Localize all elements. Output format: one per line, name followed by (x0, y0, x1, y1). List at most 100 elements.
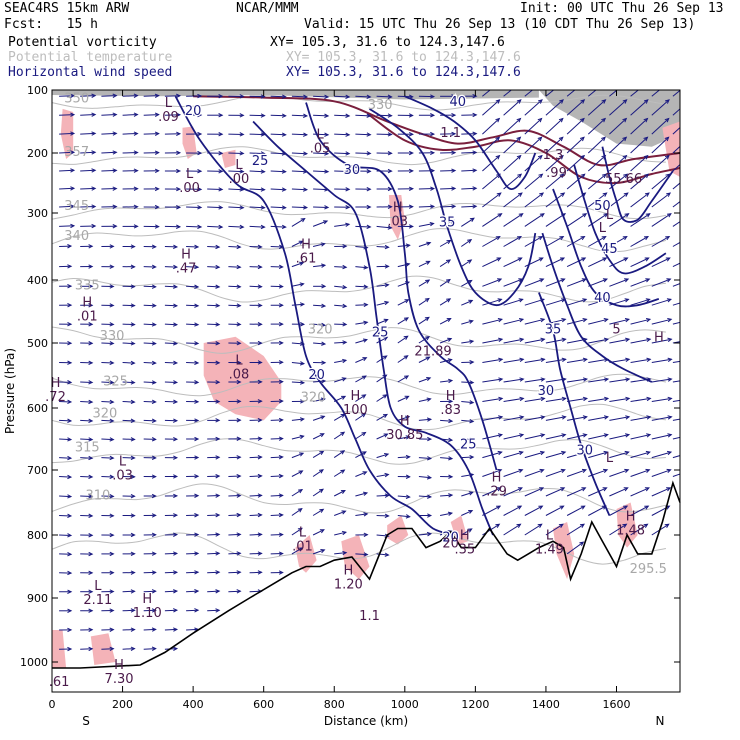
wind-vector-head (130, 646, 136, 651)
wind-vector (122, 95, 138, 97)
wind-vector (164, 342, 177, 345)
wind-vector-head (239, 94, 245, 99)
extremum-mark: H (351, 389, 361, 404)
wind-speed-contour-layer (174, 95, 674, 536)
wind-vector (566, 173, 586, 190)
wind-vector-head (298, 470, 304, 475)
wind-vector (524, 192, 544, 208)
wind-vector (609, 487, 628, 497)
extremum-value: .72 (45, 390, 66, 405)
wind-vector (630, 523, 648, 536)
x-tick-label: 1400 (532, 698, 560, 711)
wind-vector (545, 173, 564, 190)
wind-vector (101, 419, 114, 422)
wind-vector (80, 476, 93, 478)
wind-vector-head (686, 237, 690, 240)
wind-vector (249, 266, 262, 268)
wind-vector (651, 358, 672, 363)
extremum-value: 20 (442, 536, 459, 551)
x-axis-label: Distance (km) (324, 714, 408, 728)
extremum-value: .01 (77, 310, 98, 325)
wind-vector-head (404, 375, 410, 380)
wind-vector-head (257, 493, 263, 498)
extremum-value: .83 (440, 403, 461, 418)
wind-vector-head (468, 299, 474, 304)
wind-vector-head (176, 168, 182, 174)
wind-vector (566, 136, 585, 154)
wind-vector (312, 469, 324, 477)
wind-vector (651, 298, 672, 306)
wind-vector (312, 433, 325, 440)
wind-vector (355, 513, 368, 516)
wind-vector-head (194, 436, 200, 442)
wind-vector (228, 246, 241, 248)
wind-vector-head (518, 82, 522, 86)
wind-vector-head (469, 454, 475, 460)
wind-vector (122, 381, 135, 384)
wind-vector-head (215, 379, 221, 385)
wind-vector (249, 571, 262, 574)
wind-vector-head (405, 474, 411, 479)
wind-vector-head (197, 131, 203, 137)
field-name-pv: Potential vorticity (8, 35, 157, 50)
wind-vector (334, 510, 346, 516)
wind-vector (439, 318, 451, 325)
wind-vector (545, 318, 566, 325)
wind-vector-head (345, 151, 351, 156)
wind-vector-head (387, 225, 393, 230)
wind-vector-head (498, 396, 504, 402)
extremum-value: 1.49 (535, 543, 564, 558)
wind-vector (672, 283, 680, 287)
y-axis-label: Pressure (hPa) (3, 348, 17, 434)
wind-vector (312, 243, 325, 247)
wind-vector-head (447, 358, 453, 363)
wind-vector (376, 95, 392, 98)
wind-vector-head (540, 415, 546, 420)
wind-vector-head (173, 646, 179, 651)
wind-speed-label: 20 (442, 530, 459, 545)
wind-vector-head (366, 94, 372, 100)
wind-vector-head (581, 82, 585, 86)
wind-vector-head (382, 355, 388, 360)
wind-vector-head (472, 131, 478, 136)
wind-vector (376, 474, 389, 477)
wind-vector (609, 378, 630, 383)
wind-vector-head (342, 303, 348, 309)
wind-vector-head (560, 468, 566, 473)
wind-vector (651, 136, 669, 154)
wind-vector-head (424, 316, 430, 322)
wind-vector-head (537, 136, 543, 142)
wind-vector (376, 553, 389, 556)
wind-vector-head (257, 436, 263, 441)
wind-vector-head (498, 337, 504, 343)
wind-vector-head (427, 513, 433, 518)
extremum-mark: L (299, 525, 307, 540)
wind-vector (355, 375, 367, 383)
wind-vector-head (363, 552, 369, 557)
wind-vector (587, 173, 607, 190)
wind-vector-head (70, 186, 76, 191)
wind-vector (503, 99, 522, 116)
wind-vector-head (88, 627, 94, 633)
wind-vector (80, 95, 96, 97)
wind-vector-head (387, 151, 393, 156)
wind-vector (186, 609, 199, 612)
wind-vector-head (151, 244, 157, 249)
wind-vector (566, 541, 584, 555)
wind-vector-head (447, 337, 453, 342)
wind-vector-head (643, 154, 649, 160)
contour-label-layer: 350 357 345 340 335 330 325 320 315 310 320 320 330 2… (45, 92, 667, 690)
wind-vector-head (324, 169, 330, 174)
wind-vector-head (497, 278, 503, 283)
wind-vector-head (173, 244, 179, 249)
wind-vector-head (469, 217, 475, 222)
wind-vector (566, 99, 585, 116)
wind-vector (588, 378, 609, 383)
wind-vector (291, 95, 307, 98)
wind-vector-head (324, 113, 330, 118)
wind-vector (524, 378, 545, 383)
wind-speed-contour (538, 292, 611, 516)
wind-vector (334, 152, 350, 155)
wind-vector-head (321, 379, 327, 384)
wind-vector (482, 257, 501, 268)
